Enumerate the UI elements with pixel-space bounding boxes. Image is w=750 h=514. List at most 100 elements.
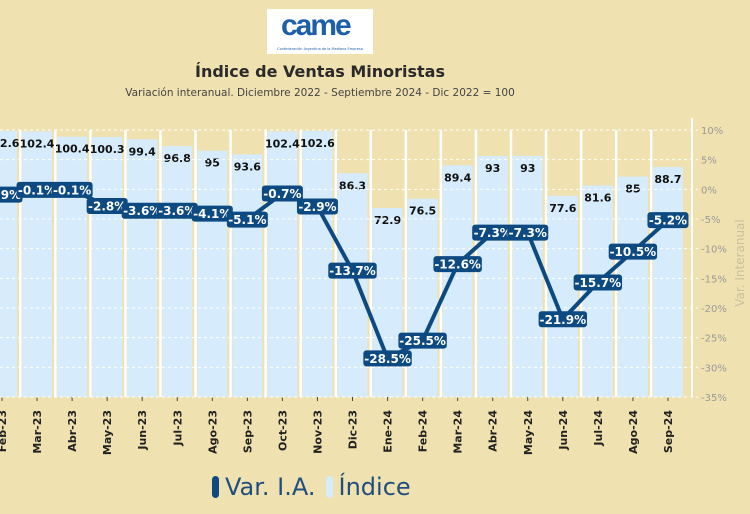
y-right-axis-label: Var. Interanual [733, 219, 747, 307]
bar-indice [337, 173, 368, 397]
bar-indice [407, 198, 438, 397]
point-label: -13.7% [329, 264, 376, 278]
bar-label: 89.4 [444, 171, 471, 184]
x-tick-label: Jun-24 [557, 410, 570, 451]
bar-indice [372, 208, 403, 397]
bar-label: 100.4 [55, 143, 90, 156]
x-tick-label: May-23 [101, 410, 114, 455]
point-label-bg [608, 243, 658, 260]
bar-indice [92, 136, 123, 397]
bar-gap [579, 130, 583, 397]
point-label: -5.2% [649, 214, 687, 228]
bar-indice [127, 139, 158, 397]
bar-label: 88.7 [654, 173, 681, 186]
y-right-tick-label: -5% [701, 215, 720, 226]
point-label-bg [647, 212, 689, 229]
point-label: -2.9% [298, 200, 336, 214]
point-label: -7.3% [474, 226, 512, 240]
x-tick-label: Nov-23 [311, 410, 324, 454]
point-label: -12.6% [434, 258, 481, 272]
bar-label: 100.3 [90, 143, 125, 156]
point-label: -25.5% [399, 334, 446, 348]
y-right-tick-label: -20% [701, 304, 727, 315]
y-right-tick-label: -10% [701, 245, 727, 256]
bar-label: 102.4 [265, 138, 300, 151]
bar-gap [509, 130, 513, 397]
point-label: -4.1% [193, 207, 231, 221]
bar-indice [267, 131, 298, 397]
bar-gap [194, 130, 197, 397]
bar-indice [512, 155, 543, 397]
bar-gap [229, 130, 232, 397]
point-label: -2.8% [88, 199, 126, 213]
point-label-bg [121, 202, 163, 219]
bar-indice [0, 131, 17, 397]
x-tick-label: Feb-24 [417, 410, 430, 453]
bar-indice [617, 176, 648, 397]
bar-gap [159, 130, 162, 397]
x-tick-label: May-24 [522, 410, 535, 455]
x-tick-label: Ene-24 [382, 410, 395, 453]
bar-label: 99.4 [129, 145, 156, 158]
point-label: -3.6% [158, 204, 196, 218]
bar-gap [299, 130, 302, 397]
point-label: -21.9% [539, 313, 586, 327]
y-right-tick-label: 0% [701, 185, 717, 196]
x-tick-label: Ago-24 [627, 410, 640, 454]
y-right-tick-label: -25% [701, 334, 727, 345]
x-tick-label: Jun-23 [136, 410, 149, 451]
y-right-tick-label: 10% [701, 126, 723, 137]
bar-label: 77.6 [549, 202, 576, 215]
bar-indice [477, 155, 508, 397]
point-label-bg [191, 205, 233, 222]
bar-label: 102.6 [300, 137, 335, 150]
x-tick-label: Jul-23 [171, 410, 184, 447]
point-label-bg [573, 274, 623, 291]
bar-indice [162, 146, 193, 397]
bar-gap [19, 130, 22, 397]
x-tick-label: Mar-24 [452, 410, 465, 454]
y-right-tick-label: 5% [701, 156, 717, 167]
x-tick-label: Sep-23 [241, 410, 254, 453]
legend-line-icon [212, 476, 219, 498]
bar-indice [652, 167, 683, 397]
chart-title: Índice de Ventas Minoristas [194, 62, 445, 81]
chart-subtitle: Variación interanual. Diciembre 2022 - S… [125, 87, 515, 99]
point-label-bg [363, 350, 412, 367]
bar-indice [442, 165, 473, 397]
point-label: -7.3% [509, 226, 547, 240]
x-tick-label: Jul-24 [592, 410, 605, 447]
bar-gap [614, 130, 618, 397]
bar-gap [649, 130, 653, 397]
bar-gap [544, 130, 548, 397]
point-label: -0.9% [0, 188, 21, 202]
x-tick-label: Abr-23 [66, 410, 79, 452]
point-label-bg [296, 198, 338, 215]
y-right-tick-label: -30% [701, 363, 727, 374]
y-right-tick-label: -15% [701, 274, 727, 285]
bar-label: 86.3 [339, 179, 366, 192]
bar-label: 93.6 [234, 160, 261, 173]
point-label: -5.1% [228, 213, 266, 227]
x-tick-label: Dic-23 [347, 410, 360, 449]
legend-indice[interactable]: Índice [325, 473, 411, 501]
bar-indice [197, 150, 228, 397]
bar-gap [54, 130, 57, 397]
legend-var[interactable]: Var. I.A. [212, 473, 316, 501]
bar-gap [404, 130, 408, 397]
point-label: -15.7% [575, 276, 622, 290]
point-label: -28.5% [364, 352, 411, 366]
point-label: -10.5% [610, 245, 657, 259]
point-label-bg [226, 211, 268, 228]
x-tick-label: Oct-23 [276, 410, 289, 451]
bar-label: 102.4 [20, 138, 55, 151]
bar-label: 76.5 [409, 205, 436, 218]
legend-bar-icon [325, 476, 333, 498]
bar-gap [89, 130, 92, 397]
bar-label: 81.6 [584, 191, 611, 204]
bar-label: 93 [520, 162, 535, 175]
bar-indice [232, 154, 263, 397]
point-label-bg [538, 311, 587, 328]
point-label-bg [328, 262, 377, 279]
point-label-bg [51, 181, 93, 198]
